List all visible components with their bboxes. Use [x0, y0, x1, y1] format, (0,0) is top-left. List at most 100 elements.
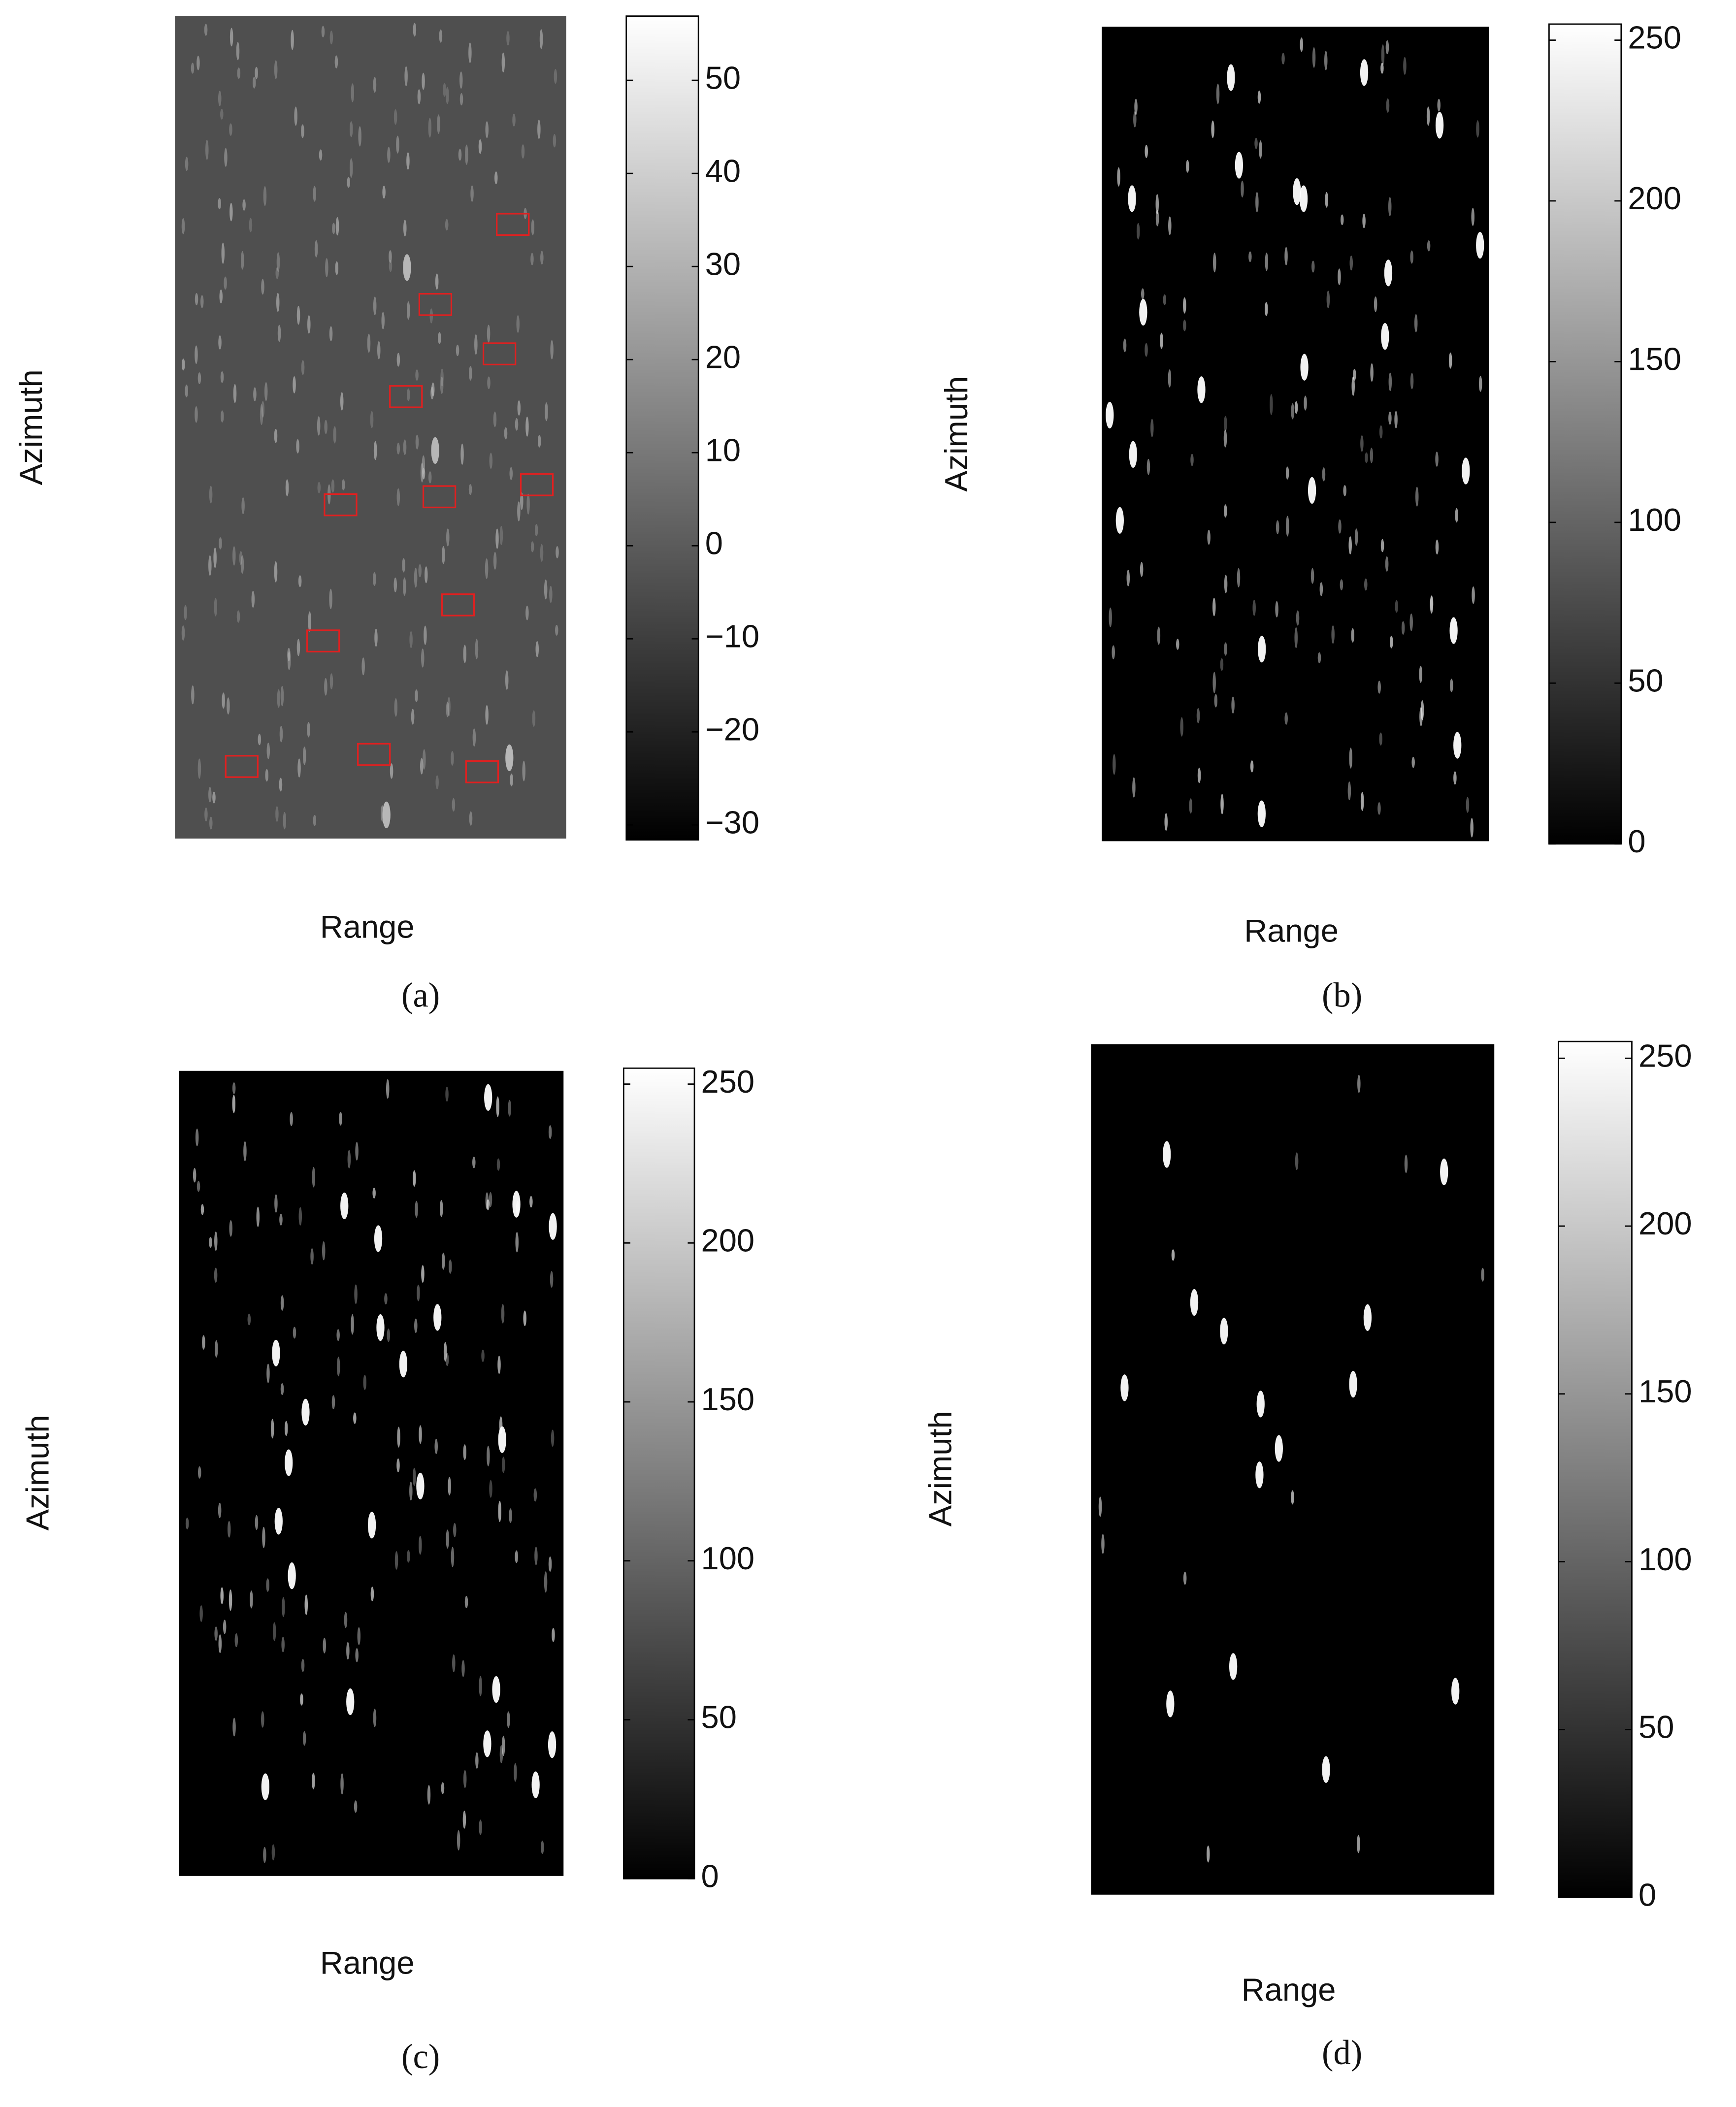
- scatterer: [274, 60, 278, 79]
- panel-label: (c): [401, 2038, 440, 2076]
- scatterer: [376, 1314, 385, 1341]
- x-axis-label: Range: [1242, 1972, 1336, 2008]
- scatterer: [1265, 253, 1269, 271]
- scatterer: [290, 1112, 293, 1126]
- scatterer: [310, 1248, 314, 1265]
- scatterer: [1255, 1461, 1264, 1489]
- x-axis-label: Range: [320, 909, 415, 945]
- scatterer: [1451, 1678, 1460, 1705]
- scatterer: [1331, 625, 1335, 644]
- colorbar-tick-label: −20: [705, 712, 759, 747]
- scatterer: [1340, 214, 1344, 226]
- scatterer: [1216, 83, 1220, 104]
- colorbar-tick-label: 200: [1628, 180, 1681, 216]
- panel: 0 50 100 150 200 250 Azimuth Range (d): [922, 1037, 1692, 2072]
- target-box: [496, 213, 530, 236]
- scatterer: [1338, 268, 1341, 286]
- scatterer: [279, 1213, 283, 1226]
- scatterer: [1281, 53, 1285, 65]
- scatterer: [279, 778, 283, 792]
- scatterer: [1338, 519, 1342, 534]
- scatterer: [1224, 642, 1227, 656]
- scatterer: [479, 1676, 482, 1696]
- scatterer: [404, 66, 408, 87]
- scatterer: [195, 406, 198, 423]
- scatterer: [307, 315, 311, 334]
- scatterer: [1183, 297, 1186, 314]
- scatterer: [255, 1515, 259, 1530]
- scatterer: [403, 577, 406, 596]
- scatterer: [354, 1800, 358, 1813]
- scatterer: [394, 698, 398, 717]
- scatterer: [1220, 794, 1224, 814]
- scatterer: [220, 371, 224, 383]
- scatterer: [540, 544, 544, 562]
- scatterer: [1212, 253, 1216, 273]
- scatterer: [498, 1426, 506, 1453]
- scatterer: [191, 685, 195, 705]
- scatterer: [403, 220, 407, 237]
- scatterer: [1256, 1391, 1265, 1418]
- scatterer: [1220, 658, 1224, 671]
- scatterer: [1471, 207, 1474, 226]
- scatterer: [1136, 223, 1140, 240]
- scatterer: [514, 1763, 517, 1782]
- scatterer: [195, 293, 198, 306]
- scatterer: [263, 1847, 266, 1863]
- scatterer: [218, 1502, 222, 1519]
- scatterer: [1211, 120, 1214, 138]
- scatterer: [214, 1231, 218, 1251]
- scatterer: [446, 702, 450, 717]
- scatterer: [530, 541, 534, 552]
- scatterer: [530, 253, 534, 265]
- scatterer: [1310, 568, 1314, 584]
- scatterer: [191, 63, 195, 74]
- scatterer: [463, 645, 467, 663]
- scatterer: [420, 758, 424, 775]
- scatterer: [403, 439, 407, 455]
- scatterer: [256, 1206, 260, 1227]
- scatterer: [499, 525, 503, 546]
- scatterer: [1212, 672, 1216, 693]
- scatterer: [1176, 639, 1179, 650]
- colorbar-tick-label: 0: [705, 525, 723, 561]
- scatterer: [349, 121, 353, 137]
- scatterer: [275, 806, 279, 822]
- scatterer: [1285, 466, 1289, 480]
- scatterer: [229, 202, 233, 222]
- scatterer: [212, 791, 216, 804]
- scatterer: [324, 420, 328, 434]
- scatterer: [445, 1086, 449, 1102]
- scatterer: [1126, 569, 1130, 586]
- scatterer: [1183, 1571, 1187, 1585]
- scatterer: [331, 479, 335, 493]
- scatterer: [485, 705, 489, 725]
- scatterer: [448, 1477, 451, 1495]
- scatterer: [1340, 579, 1343, 590]
- scatterer: [1365, 452, 1368, 463]
- scatterer: [487, 324, 491, 343]
- scatterer: [441, 1252, 445, 1270]
- scatterer: [340, 1192, 349, 1220]
- scatterer: [220, 109, 224, 120]
- scatterer: [435, 775, 439, 789]
- scatterer: [439, 29, 443, 43]
- scatterer: [492, 1676, 500, 1703]
- scatterer: [474, 334, 478, 355]
- scatterer: [1349, 747, 1353, 769]
- scatterer: [253, 387, 257, 401]
- target-box: [422, 485, 457, 509]
- scatterer: [541, 1841, 544, 1854]
- scatterer: [1166, 1690, 1175, 1718]
- scatterer: [516, 315, 520, 333]
- scatterer: [197, 372, 201, 385]
- scatterer: [416, 1472, 425, 1500]
- scatterer: [497, 1356, 501, 1374]
- scatterer: [445, 219, 449, 231]
- scatterer: [209, 486, 213, 504]
- scatterer: [185, 157, 189, 171]
- scatterer: [313, 186, 316, 202]
- scatterer: [508, 1100, 511, 1117]
- scatterer: [451, 1547, 455, 1567]
- scatterer: [355, 1141, 359, 1161]
